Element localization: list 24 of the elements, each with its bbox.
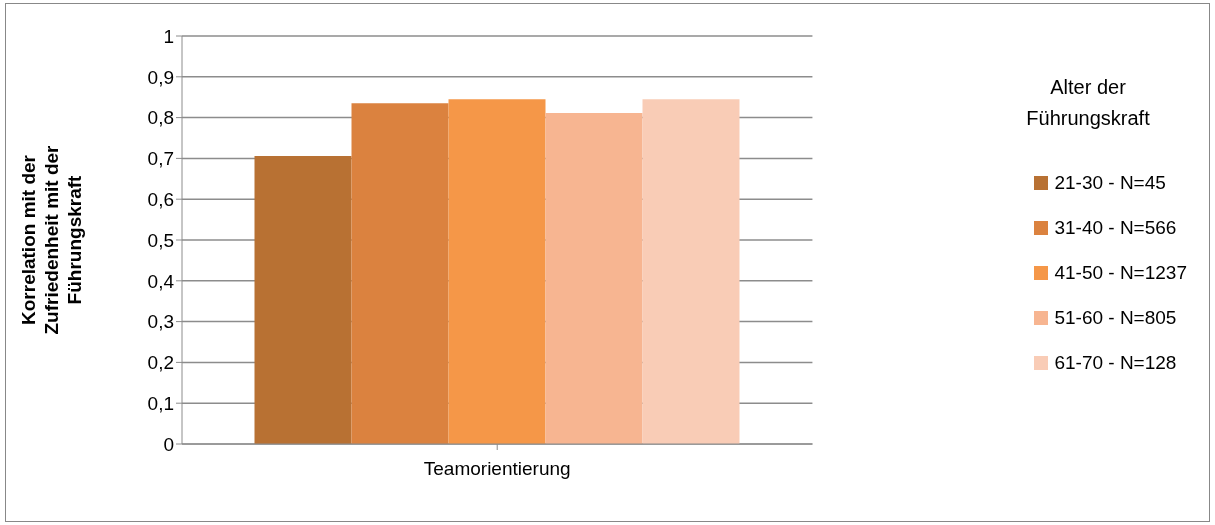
legend-label: 51-60 - N=805 <box>1054 306 1177 329</box>
legend-label: 61-70 - N=128 <box>1054 351 1177 374</box>
y-tick-label: 0,1 <box>147 392 174 414</box>
legend-label: 31-40 - N=566 <box>1054 216 1177 239</box>
y-tick-label: 0,8 <box>147 107 174 129</box>
y-tick-label: 0,2 <box>147 352 174 374</box>
y-tick-label: 0 <box>163 433 174 455</box>
y-tick-label: 0,4 <box>147 270 175 292</box>
y-tick-label: 0,7 <box>147 148 174 170</box>
bar <box>642 99 740 444</box>
y-tick-label: 0,5 <box>147 229 174 251</box>
bar <box>351 103 449 444</box>
legend-title: Alter der Führungskraft <box>1025 75 1151 131</box>
y-tick-label: 0,9 <box>147 66 174 88</box>
x-tick-label: Teamorientierung <box>423 458 571 480</box>
bar <box>254 155 352 444</box>
legend-label: 41-50 - N=1237 <box>1054 261 1187 284</box>
y-tick-label: 0,6 <box>147 188 174 210</box>
legend-label: 21-30 - N=45 <box>1054 171 1166 194</box>
bar <box>448 99 546 444</box>
bar <box>545 113 643 444</box>
y-tick-label: 1 <box>163 25 174 47</box>
y-axis-title: Korrelation mit der Zufriedenheit mit der Führungskraft <box>18 144 85 335</box>
y-tick-label: 0,3 <box>147 311 174 333</box>
